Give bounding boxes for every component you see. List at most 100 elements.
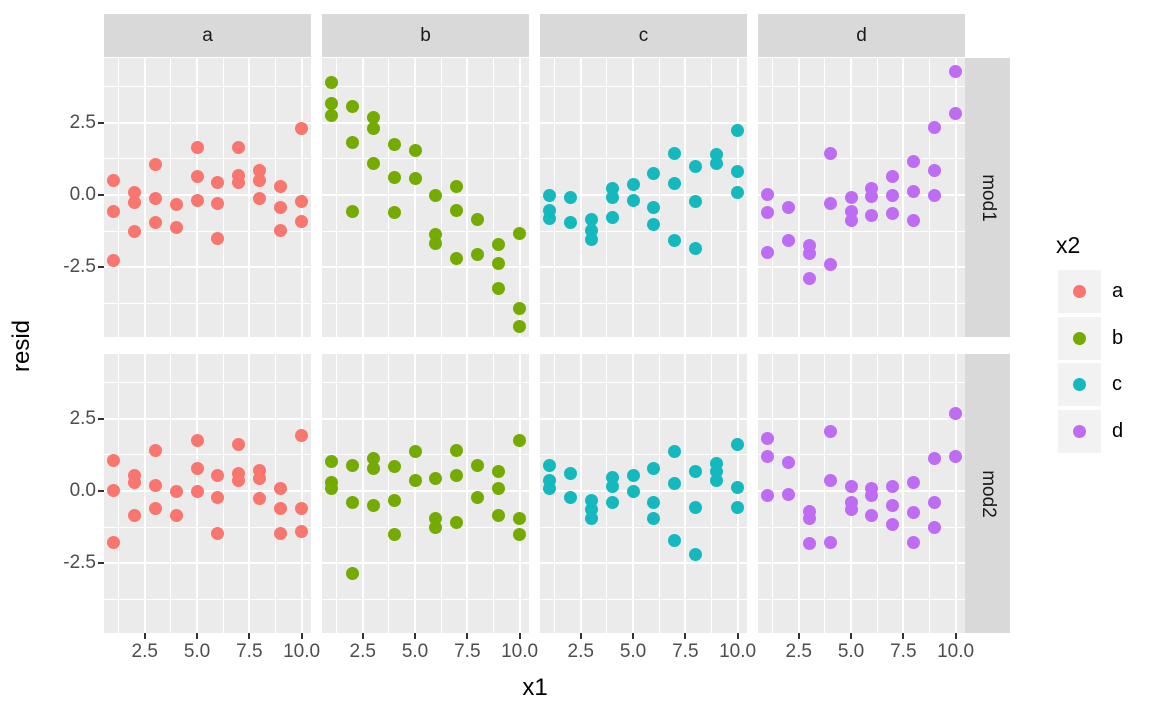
data-point (760, 187, 774, 201)
data-point (295, 524, 309, 538)
data-point (647, 512, 661, 526)
data-point (169, 485, 183, 499)
data-point (823, 146, 837, 160)
data-point (387, 137, 401, 151)
data-point (408, 171, 422, 185)
data-point (760, 206, 774, 220)
data-point (190, 141, 204, 155)
data-point (253, 472, 267, 486)
gridline-y-minor (540, 599, 747, 601)
x-tick-label: 2.5 (567, 641, 594, 662)
gridline-y-major (540, 562, 747, 565)
data-point (928, 121, 942, 135)
legend-entry-label: a (1112, 280, 1124, 302)
gridline-y-major (758, 562, 965, 565)
gridline-y-major (540, 121, 747, 124)
data-point (450, 203, 464, 217)
y-tick-label: -2.5 (63, 552, 96, 574)
legend-title: x2 (1056, 232, 1081, 258)
gridline-x-major (414, 354, 417, 633)
data-point (106, 254, 120, 268)
x-tick-label: 5.0 (183, 641, 211, 662)
data-point (492, 482, 506, 496)
x-tick-mark (414, 633, 417, 639)
gridline-x-major (954, 354, 957, 633)
y-tick-label: 2.5 (69, 111, 96, 133)
data-point (626, 484, 640, 498)
data-point (907, 154, 921, 168)
data-point (295, 502, 309, 516)
data-point (211, 527, 225, 541)
facet-panel (540, 354, 747, 633)
x-tick-label: 7.5 (236, 641, 263, 662)
gridline-x-minor (658, 354, 660, 633)
gridline-x-minor (336, 58, 338, 337)
data-point (345, 459, 359, 473)
data-point (492, 238, 506, 252)
data-point (689, 548, 703, 562)
facet-panel (758, 354, 965, 633)
facet-panel (322, 354, 529, 633)
data-point (366, 122, 380, 136)
gridline-x-major (579, 354, 582, 633)
x-tick-label: 2.5 (131, 641, 158, 662)
gridline-y-major (540, 417, 747, 420)
data-point (345, 205, 359, 219)
gridline-x-minor (658, 58, 660, 337)
data-point (345, 99, 359, 113)
data-point (127, 224, 141, 238)
y-tick-mark (98, 121, 104, 124)
x-tick-label: 7.5 (454, 641, 481, 662)
x-tick-label: 10.0 (283, 641, 321, 662)
x-tick-label: 10.0 (719, 641, 757, 662)
data-point (563, 215, 577, 229)
data-point (731, 124, 745, 138)
facet-row-strip-label: mod2 (977, 469, 999, 518)
facet-row-strip-label: mod1 (977, 173, 999, 222)
gridline-x-major (954, 58, 957, 337)
gridline-y-major (758, 121, 965, 124)
gridline-x-minor (710, 58, 712, 337)
data-point (274, 482, 288, 496)
data-point (169, 508, 183, 522)
data-point (802, 272, 816, 286)
data-point (731, 500, 745, 514)
gridline-x-minor (336, 354, 338, 633)
data-point (605, 496, 619, 510)
gridline-y-major (104, 417, 311, 420)
gridline-x-minor (388, 58, 390, 337)
gridline-x-minor (118, 58, 120, 337)
gridline-x-major (361, 58, 364, 337)
legend-key-dot (1073, 424, 1086, 438)
data-point (148, 478, 162, 492)
gridline-y-major (322, 417, 529, 420)
data-point (647, 167, 661, 181)
gridline-y-minor (540, 230, 747, 232)
data-point (668, 177, 682, 191)
gridline-x-major (579, 58, 582, 337)
data-point (668, 234, 682, 248)
facet-column-strip: a (104, 14, 311, 57)
gridline-x-major (361, 354, 364, 633)
x-tick-label: 5.0 (619, 641, 647, 662)
data-point (253, 492, 267, 506)
x-tick-label: 2.5 (785, 641, 812, 662)
data-point (760, 489, 774, 503)
gridline-x-minor (824, 354, 826, 633)
data-point (731, 186, 745, 200)
data-point (823, 535, 837, 549)
gridline-x-minor (222, 58, 224, 337)
data-point (450, 251, 464, 265)
gridline-x-major (414, 58, 417, 337)
data-point (295, 428, 309, 442)
data-point (232, 438, 246, 452)
gridline-y-minor (758, 526, 965, 528)
data-point (865, 190, 879, 204)
data-point (647, 462, 661, 476)
legend-entry-label: c (1112, 373, 1122, 396)
data-point (366, 452, 380, 466)
gridline-y-minor (758, 85, 965, 87)
facet-column-strip: d (758, 14, 965, 57)
gridline-y-minor (322, 230, 529, 232)
data-point (429, 521, 443, 535)
